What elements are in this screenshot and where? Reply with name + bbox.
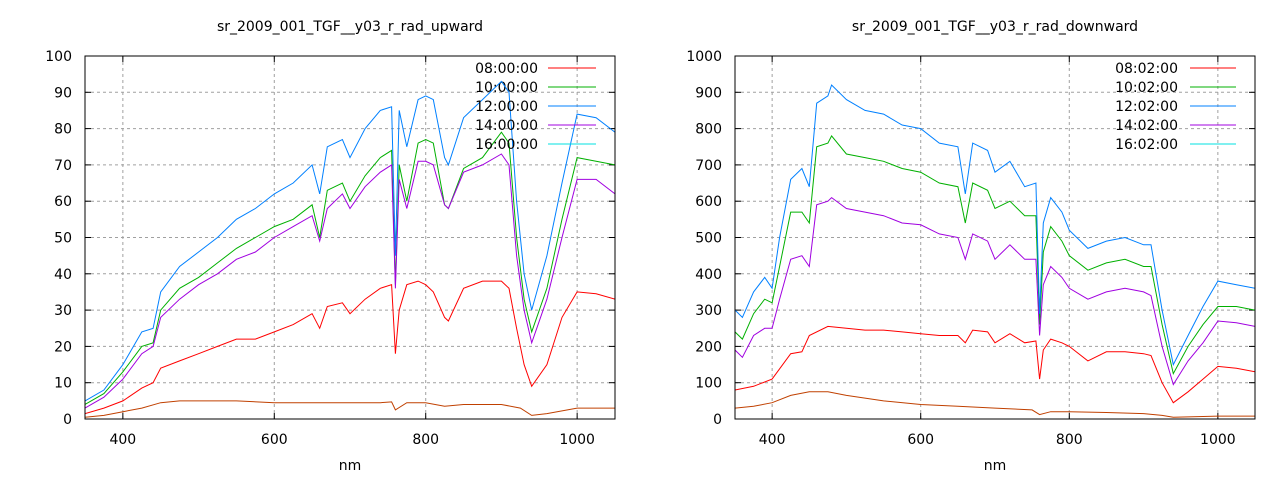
legend-label: 12:02:00 — [1115, 99, 1178, 115]
y-tick-label: 100 — [695, 376, 722, 392]
y-tick-label: 900 — [695, 85, 722, 101]
series-line-12:02:00 — [735, 84, 1255, 367]
x-tick-label: 400 — [759, 432, 786, 448]
y-tick-label: 80 — [54, 122, 72, 138]
series-line-08:00:00 — [85, 280, 615, 415]
series-line-10:00:00 — [85, 131, 615, 405]
legend-label: 14:00:00 — [475, 118, 538, 134]
y-tick-label: 500 — [695, 231, 722, 247]
x-axis-label: nm — [984, 458, 1007, 474]
x-tick-label: 800 — [1056, 432, 1083, 448]
chart-1: 0 100 200 300 400 500 600 700 800 900 1000 400 600 80… — [686, 19, 1256, 474]
y-tick-label: 400 — [695, 267, 722, 283]
series-line-14:02:00 — [735, 196, 1255, 386]
series-line-16:00:00 — [85, 400, 615, 418]
y-tick-label: 90 — [54, 85, 72, 101]
y-tick-label: 0 — [63, 412, 72, 428]
legend-label: 08:00:00 — [475, 61, 538, 77]
x-tick-label: 600 — [261, 432, 288, 448]
x-tick-label: 1000 — [559, 432, 595, 448]
x-tick-label: 400 — [109, 432, 136, 448]
series-line-08:02:00 — [735, 325, 1255, 404]
y-tick-label: 0 — [713, 412, 722, 428]
plot-frame — [84, 55, 616, 420]
series-line-10:02:00 — [735, 134, 1255, 376]
y-tick-label: 300 — [695, 303, 722, 319]
x-tick-label: 1000 — [1200, 432, 1236, 448]
y-tick-label: 600 — [695, 194, 722, 210]
legend-label: 16:02:00 — [1115, 137, 1178, 153]
y-tick-label: 20 — [54, 339, 72, 355]
y-tick-label: 800 — [695, 122, 722, 138]
legend-label: 10:02:00 — [1115, 80, 1178, 96]
y-tick-label: 30 — [54, 303, 72, 319]
legend-label: 16:00:00 — [475, 137, 538, 153]
legend-label: 08:02:00 — [1115, 61, 1178, 77]
y-tick-label: 700 — [695, 158, 722, 174]
x-tick-label: 800 — [412, 432, 439, 448]
chart-0: 0 10 20 30 40 50 60 70 80 90 100 400 600 800 1000 08:00… — [45, 19, 616, 474]
y-tick-label: 50 — [54, 231, 72, 247]
x-tick-label: 600 — [907, 432, 934, 448]
series-line-14:00:00 — [85, 153, 615, 409]
y-tick-label: 40 — [54, 267, 72, 283]
y-tick-label: 100 — [45, 49, 72, 65]
x-axis-label: nm — [339, 458, 362, 474]
legend-label: 12:00:00 — [475, 99, 538, 115]
plot-frame — [734, 55, 1256, 420]
y-tick-label: 70 — [54, 158, 72, 174]
series-line-12:00:00 — [85, 80, 615, 402]
series-line-16:02:00 — [735, 391, 1255, 418]
chart-title: sr_2009_001_TGF__y03_r_rad_upward — [217, 19, 483, 35]
y-tick-label: 200 — [695, 339, 722, 355]
y-tick-label: 10 — [54, 376, 72, 392]
chart-title: sr_2009_001_TGF__y03_r_rad_downward — [852, 19, 1138, 35]
y-tick-label: 1000 — [686, 49, 722, 65]
y-tick-label: 60 — [54, 194, 72, 210]
legend-label: 14:02:00 — [1115, 118, 1178, 134]
